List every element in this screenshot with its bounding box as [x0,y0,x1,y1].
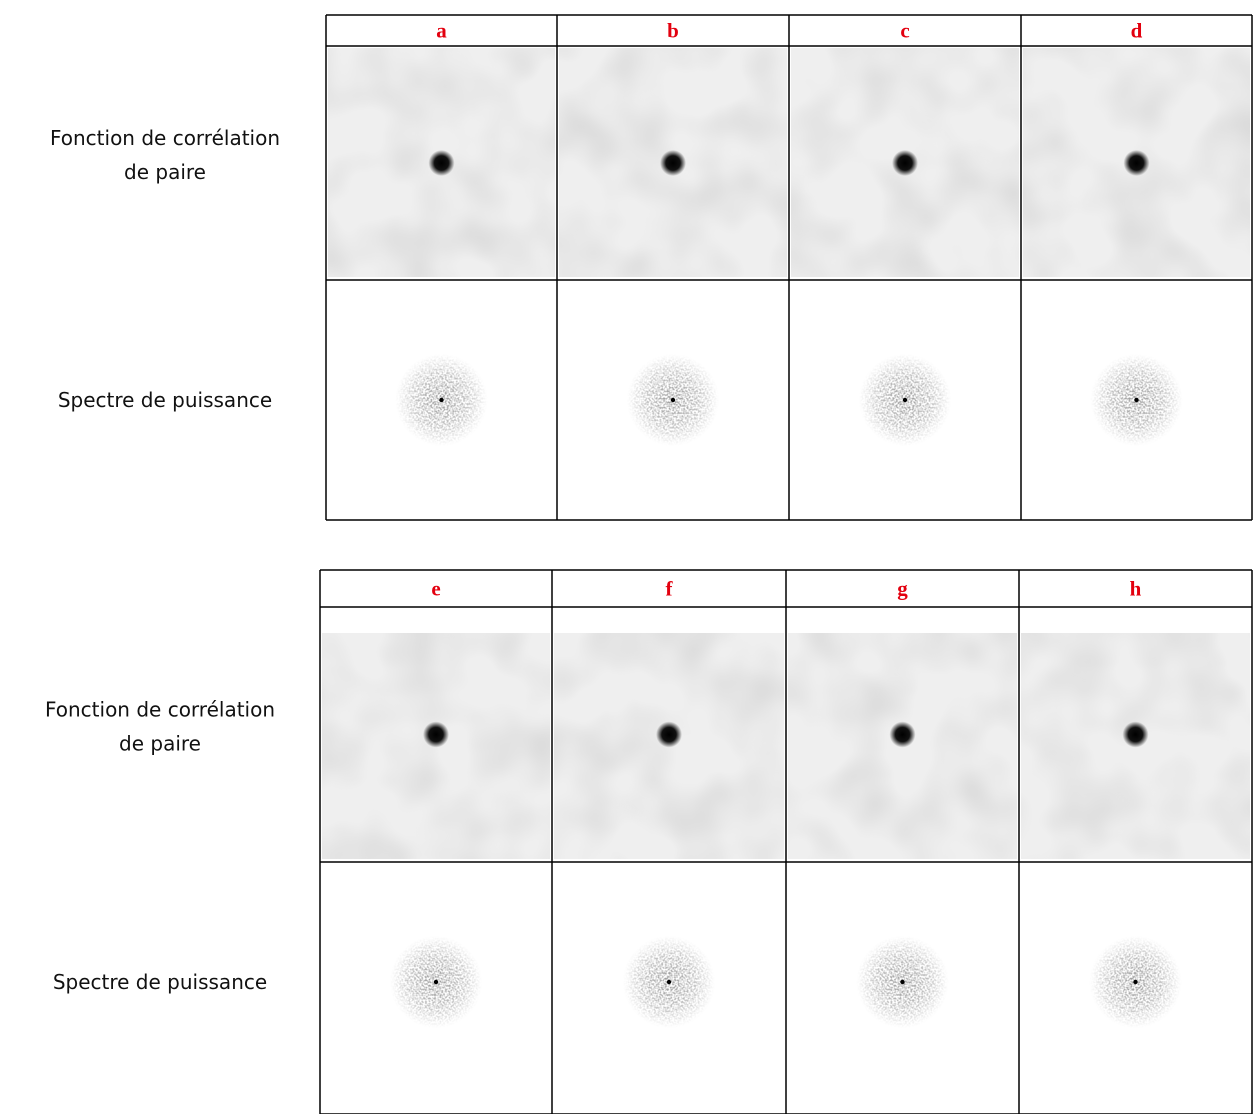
spectrum-center [1133,979,1138,985]
correlation-image [1021,633,1250,859]
spectrum-center [439,397,444,403]
row-label: Spectre de puissance [58,388,272,412]
correlation-peak [1123,150,1150,176]
correlation-peak [660,150,686,176]
row-label: Fonction de corrélation [45,698,275,722]
correlation-peak [423,721,449,748]
spectrum-image [395,354,488,446]
correlation-image [1023,48,1250,277]
correlation-image [554,633,784,859]
spectrum-center [666,979,672,985]
spectrum-center [1134,397,1139,403]
column-header: e [431,577,440,601]
row-label: de paire [119,732,201,756]
row-label: de paire [124,160,206,184]
correlation-peak [656,721,682,748]
spectrum-image [856,936,949,1028]
row-label: Fonction de corrélation [50,126,280,150]
spectrum-image [627,354,719,446]
column-header: h [1130,577,1142,601]
correlation-peak [889,721,916,748]
spectrum-image [1090,354,1183,446]
column-header: f [666,577,674,601]
column-header: g [897,577,908,601]
spectrum-center [900,979,905,985]
correlation-image [328,48,555,277]
spectrum-image [1089,936,1182,1028]
correlation-peak [1122,721,1149,748]
spectrum-center [902,397,908,403]
row-label: Spectre de puissance [53,970,267,994]
correlation-peak [428,150,455,176]
spectrum-image [859,354,951,446]
figure-table: a b c d Fonction de corrélation de paire Spect… [50,14,1253,521]
spectrum-image [623,936,715,1028]
correlation-image [791,48,1019,277]
correlation-image [788,633,1017,859]
correlation-image [322,633,550,859]
spectrum-image [390,936,482,1028]
correlation-image [559,48,787,277]
figure-table: e f g h Fonction de corrélation de paire Spect… [45,569,1253,1114]
column-header: d [1131,19,1143,43]
spectrum-center [433,979,439,985]
column-header: b [667,19,679,43]
spectrum-center [670,397,676,403]
correlation-peak [892,150,918,176]
column-header: c [900,19,909,43]
column-header: a [436,19,447,43]
